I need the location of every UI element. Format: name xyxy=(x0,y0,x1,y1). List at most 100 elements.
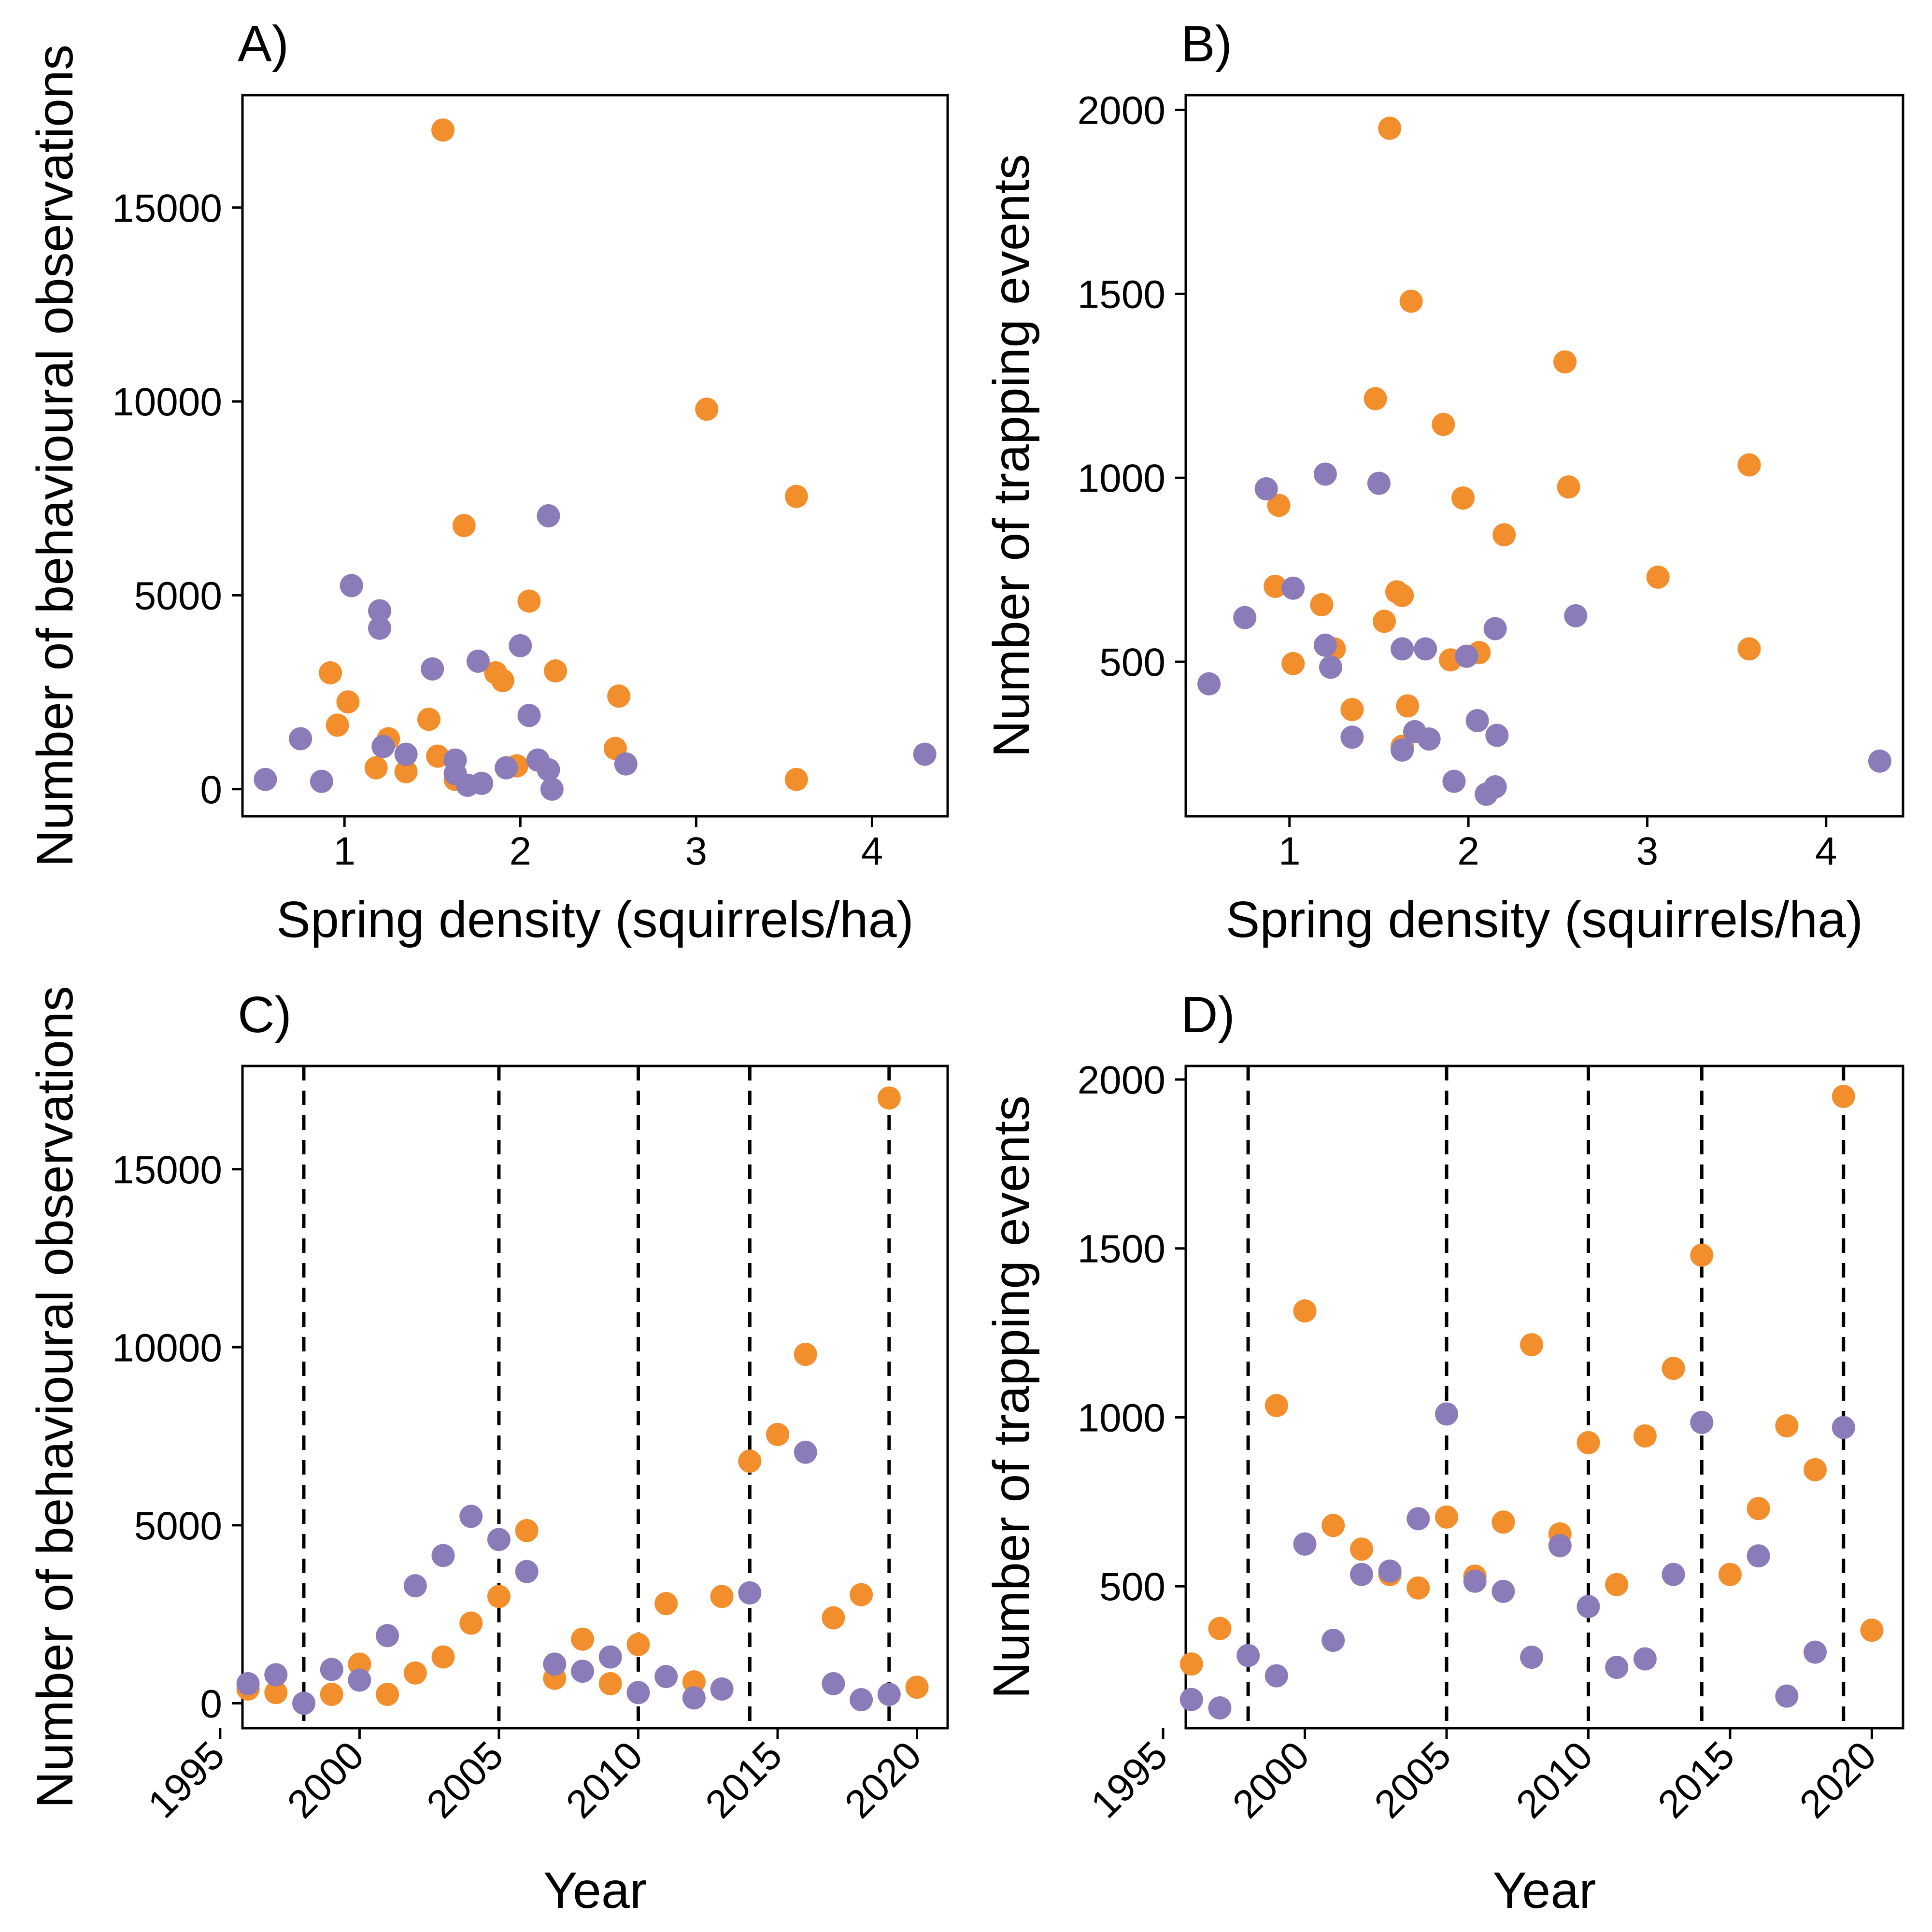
panel-b-point-orange xyxy=(1737,637,1761,661)
panel-b-x-tick-label: 1 xyxy=(1279,829,1301,873)
panel-a-point-purple xyxy=(421,657,444,681)
panel-c-point-orange xyxy=(850,1583,873,1606)
panel-d-point-purple xyxy=(1378,1559,1402,1583)
panel-c-point-purple xyxy=(543,1652,567,1676)
panel-a-point-orange xyxy=(364,756,388,780)
panel-c-y-tick-label: 10000 xyxy=(112,1326,222,1370)
panel-d-point-orange xyxy=(1577,1431,1600,1454)
panel-c-point-orange xyxy=(571,1627,595,1651)
panel-c-point-orange xyxy=(348,1652,371,1676)
panel-b-y-tick-label: 2000 xyxy=(1078,88,1165,132)
panel-a-point-orange xyxy=(784,484,808,508)
panel-d-point-orange xyxy=(1321,1514,1345,1537)
panel-d-y-tick-label: 500 xyxy=(1099,1565,1165,1609)
panel-d-point-orange xyxy=(1208,1617,1232,1640)
panel-c-point-purple xyxy=(264,1663,288,1687)
panel-b-point-orange xyxy=(1264,574,1287,598)
panel-c-point-orange xyxy=(766,1422,789,1446)
panel-b-point-purple xyxy=(1417,727,1441,751)
panel-a-point-orange xyxy=(517,589,541,613)
panel-d-y-axis-title: Number of trapping events xyxy=(983,1095,1040,1699)
panel-b-point-orange xyxy=(1451,486,1475,510)
panel-a-point-orange xyxy=(326,713,349,737)
panel-a-y-tick-label: 5000 xyxy=(134,574,222,618)
panel-d-point-purple xyxy=(1775,1684,1799,1708)
panel-b-y-tick-label: 500 xyxy=(1099,640,1165,684)
panel-a-point-orange xyxy=(319,661,342,685)
panel-a-x-tick-label: 3 xyxy=(685,829,708,873)
panel-b-point-orange xyxy=(1281,652,1305,675)
panel-c-point-purple xyxy=(571,1660,595,1683)
panel-c-x-tick-label: 1995 xyxy=(140,1733,233,1826)
panel-d-point-purple xyxy=(1804,1640,1827,1664)
panel-c-point-orange xyxy=(487,1585,511,1608)
panel-a-x-tick-label: 2 xyxy=(509,829,531,873)
panel-a-point-orange xyxy=(607,684,631,708)
panel-b-point-orange xyxy=(1373,610,1396,633)
panel-b-x-tick-label: 2 xyxy=(1457,829,1479,873)
panel-d-point-orange xyxy=(1633,1424,1657,1448)
panel-a-x-tick-label: 4 xyxy=(861,829,883,873)
panel-a-point-purple xyxy=(368,616,391,640)
panel-c-x-axis-title: Year xyxy=(543,1862,647,1919)
panel-b-point-purple xyxy=(1233,606,1257,629)
panel-a-point-purple xyxy=(537,758,560,781)
panel-d-x-tick-label: 2020 xyxy=(1791,1733,1885,1826)
panel-b-x-tick-label: 4 xyxy=(1815,829,1837,873)
panel-d-point-purple xyxy=(1747,1544,1770,1568)
panel-c-x-tick-label: 2005 xyxy=(418,1733,511,1826)
panel-d-point-purple xyxy=(1690,1410,1714,1434)
panel-d-point-purple xyxy=(1633,1647,1657,1671)
panel-d-point-orange xyxy=(1832,1084,1855,1108)
panel-b-y-tick-label: 1500 xyxy=(1078,272,1165,316)
panel-a-point-purple xyxy=(614,752,638,776)
panel-a-point-purple xyxy=(540,777,564,801)
panel-c-point-purple xyxy=(403,1574,427,1598)
panel-a-point-orange xyxy=(431,118,455,142)
panel-b-point-orange xyxy=(1267,494,1291,517)
panel-a-point-purple xyxy=(254,767,277,791)
panel-b-point-purple xyxy=(1391,637,1414,661)
panel-d-point-purple xyxy=(1179,1688,1203,1711)
panel-d-point-purple xyxy=(1350,1563,1373,1586)
panel-d-point-orange xyxy=(1492,1510,1515,1534)
panel-d-frame xyxy=(1184,1065,1904,1730)
panel-d-point-purple xyxy=(1463,1569,1487,1593)
panel-c-point-purple xyxy=(710,1677,734,1701)
panel-b-point-orange xyxy=(1310,593,1334,617)
panel-d-point-orange xyxy=(1406,1576,1430,1600)
panel-d-point-purple xyxy=(1492,1579,1515,1603)
panel-b-x-tick-label: 3 xyxy=(1636,829,1659,873)
panel-c-point-purple xyxy=(822,1672,845,1695)
panel-a-label: A) xyxy=(238,15,289,72)
panel-b-point-orange xyxy=(1432,412,1455,436)
panel-b-point-purple xyxy=(1485,724,1509,747)
panel-a-point-purple xyxy=(537,504,560,527)
panel-d-point-orange xyxy=(1775,1414,1799,1437)
panel-c-point-purple xyxy=(431,1544,455,1567)
panel-b-point-orange xyxy=(1378,116,1402,140)
panel-d-point-purple xyxy=(1548,1534,1572,1558)
panel-d-x-tick-label: 2000 xyxy=(1224,1733,1318,1826)
panel-a-point-purple xyxy=(340,574,363,597)
panel-c-point-purple xyxy=(877,1682,901,1706)
panel-c-point-orange xyxy=(682,1670,706,1694)
panel-c-point-orange xyxy=(794,1343,817,1366)
panel-c-y-tick-label: 5000 xyxy=(134,1504,222,1548)
panel-a-y-tick-label: 10000 xyxy=(112,380,222,424)
panel-a-y-tick-label: 15000 xyxy=(112,186,222,230)
panel-b-point-orange xyxy=(1396,694,1420,718)
panel-b-point-purple xyxy=(1319,655,1342,679)
panel-c-point-purple xyxy=(236,1672,260,1695)
panel-b-point-purple xyxy=(1483,617,1507,640)
panel-c-point-orange xyxy=(738,1449,762,1473)
panel-d-point-purple xyxy=(1577,1595,1600,1619)
panel-c-point-purple xyxy=(654,1665,678,1689)
panel-b-point-purple xyxy=(1465,709,1489,732)
panel-d-y-tick-label: 1000 xyxy=(1078,1396,1165,1440)
panel-c-x-tick-label: 2000 xyxy=(279,1733,372,1826)
panel-a-x-tick-label: 1 xyxy=(333,829,355,873)
panel-a-point-purple xyxy=(466,649,490,673)
panel-a-y-axis-title: Number of behavioural observations xyxy=(27,44,84,867)
